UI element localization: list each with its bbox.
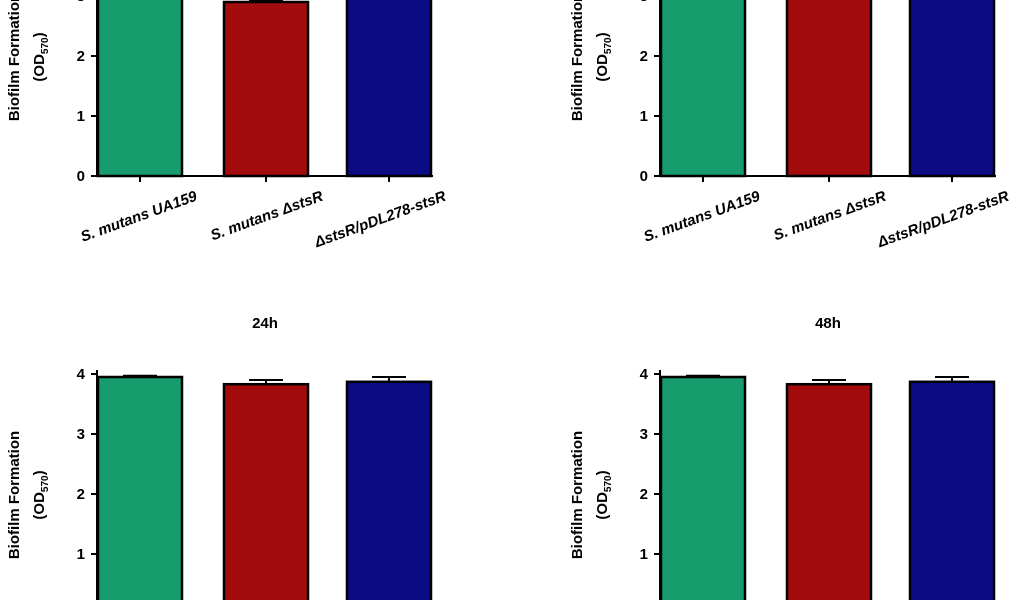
y-tick-label: 3 bbox=[640, 426, 648, 443]
y-tick-label: 1 bbox=[640, 546, 648, 563]
bar bbox=[222, 382, 310, 600]
unit-close: ) bbox=[31, 32, 48, 37]
y-tick-label: 4 bbox=[640, 366, 649, 383]
y-tick-label: 2 bbox=[640, 486, 648, 503]
bar bbox=[222, 0, 310, 178]
y-tick-label: 2 bbox=[640, 48, 648, 65]
x-tick-label: S. mutans UA159 bbox=[641, 188, 763, 246]
y-axis-label: Biofilm Formation bbox=[569, 0, 586, 121]
y-tick-label: 1 bbox=[77, 546, 85, 563]
panel: 0 1 2 3 Biofilm Formation (OD570) S. mutans UA… bbox=[569, 0, 1012, 251]
unit-close: ) bbox=[594, 470, 611, 475]
y-tick-label: 4 bbox=[77, 366, 86, 383]
bar bbox=[96, 0, 184, 178]
y-axis-unit: (OD570) bbox=[31, 470, 51, 519]
unit-open: (OD bbox=[594, 492, 611, 520]
unit-close: ) bbox=[594, 32, 611, 37]
y-tick-label: 1 bbox=[77, 108, 85, 125]
x-tick-label: S. mutans ΔstsR bbox=[208, 188, 325, 245]
y-tick-label: 2 bbox=[77, 486, 85, 503]
y-tick-label: 0 bbox=[77, 168, 85, 185]
x-tick-label: S. mutans ΔstsR bbox=[771, 188, 888, 245]
y-tick-label: 2 bbox=[77, 48, 85, 65]
y-axis-unit: (OD570) bbox=[31, 32, 51, 81]
x-tick-label: ΔstsR/pDL278-stsR bbox=[875, 188, 1012, 252]
unit-open: (OD bbox=[594, 54, 611, 82]
y-axis-label: Biofilm Formation bbox=[6, 431, 23, 559]
panel: 1 2 3 4 Biofilm Formation (OD570) 48h bbox=[569, 315, 996, 600]
unit-open: (OD bbox=[31, 492, 48, 520]
y-tick-label: 0 bbox=[640, 168, 648, 185]
y-tick-label: 1 bbox=[640, 108, 648, 125]
unit-sub: 570 bbox=[603, 475, 614, 492]
bar bbox=[345, 380, 433, 600]
y-tick-label: 3 bbox=[77, 426, 85, 443]
unit-sub: 570 bbox=[603, 37, 614, 54]
chart-title: 24h bbox=[252, 315, 278, 332]
x-tick-label: S. mutans UA159 bbox=[78, 188, 200, 246]
unit-sub: 570 bbox=[40, 475, 51, 492]
y-tick-label: 3 bbox=[640, 0, 648, 5]
bar bbox=[908, 0, 996, 178]
bar bbox=[908, 380, 996, 600]
bar bbox=[659, 375, 747, 600]
y-axis-unit: (OD570) bbox=[594, 32, 614, 81]
y-axis-label: Biofilm Formation bbox=[6, 0, 23, 121]
unit-sub: 570 bbox=[40, 37, 51, 54]
y-axis-label: Biofilm Formation bbox=[569, 431, 586, 559]
unit-open: (OD bbox=[31, 54, 48, 82]
y-tick-label: 3 bbox=[77, 0, 85, 5]
unit-close: ) bbox=[31, 470, 48, 475]
bar bbox=[785, 0, 873, 178]
panel: 0 1 2 3 Biofilm Formation (OD570) S. mutans UA… bbox=[6, 0, 449, 251]
bar bbox=[659, 0, 747, 178]
bar bbox=[785, 382, 873, 600]
panel: 1 2 3 4 Biofilm Formation (OD570) 24h bbox=[6, 315, 433, 600]
y-axis-unit: (OD570) bbox=[594, 470, 614, 519]
bar bbox=[345, 0, 433, 178]
chart-title: 48h bbox=[815, 315, 841, 332]
bar bbox=[96, 375, 184, 600]
x-tick-label: ΔstsR/pDL278-stsR bbox=[312, 188, 449, 252]
